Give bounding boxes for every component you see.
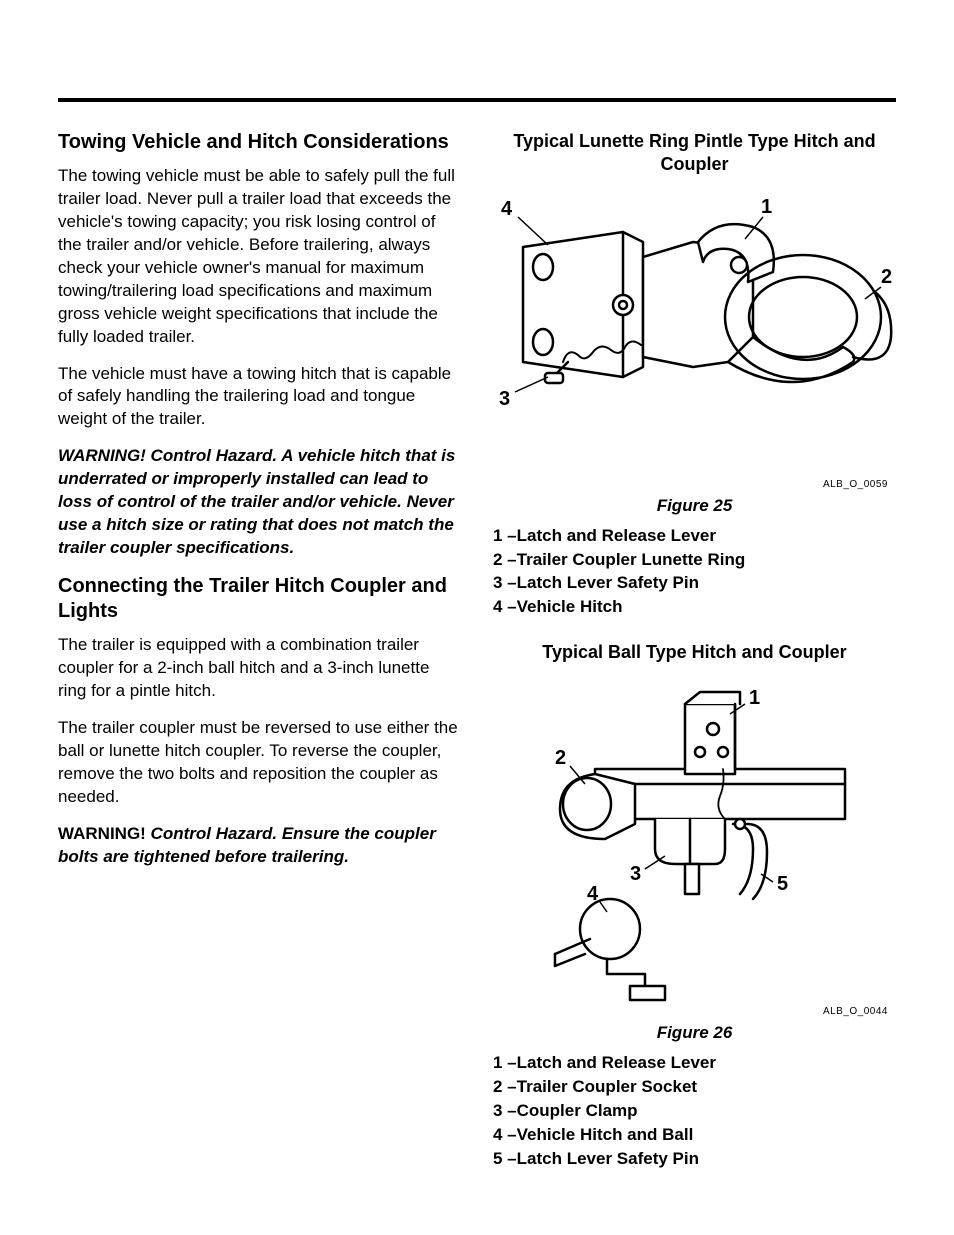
figure25-legend-2: 2 –Trailer Coupler Lunette Ring [493,548,896,572]
figure26-code: ALB_O_0044 [493,1006,888,1017]
warning-coupler: WARNING! Control Hazard. Ensure the coup… [58,823,461,869]
figure25-title: Typical Lunette Ring Pintle Type Hitch a… [493,130,896,177]
figure26-callout-3: 3 [630,863,641,885]
figure25-callout-4: 4 [501,198,513,220]
figure26-title: Typical Ball Type Hitch and Coupler [493,641,896,664]
top-rule [58,98,896,102]
warning-prefix: WARNING! [58,824,146,843]
figure26-legend-2: 2 –Trailer Coupler Socket [493,1075,896,1099]
para-connect-1: The trailer is equipped with a combinati… [58,634,461,703]
figure25-legend: 1 –Latch and Release Lever 2 –Trailer Co… [493,524,896,619]
figure26-callout-4: 4 [587,883,599,905]
figure26-callout-2: 2 [555,747,566,769]
figure26-legend-1: 1 –Latch and Release Lever [493,1051,896,1075]
figure25-callout-1: 1 [761,196,772,218]
para-connect-2: The trailer coupler must be reversed to … [58,717,461,809]
para-towing-2: The vehicle must have a towing hitch tha… [58,363,461,432]
figure26-legend-3: 3 –Coupler Clamp [493,1099,896,1123]
figure25-callout-3: 3 [499,388,510,410]
para-towing-1: The towing vehicle must be able to safel… [58,165,461,349]
heading-connecting: Connecting the Trailer Hitch Coupler and… [58,574,461,624]
figure25-legend-3: 3 –Latch Lever Safety Pin [493,571,896,595]
page: Towing Vehicle and Hitch Considerations … [0,0,954,1235]
figure26-legend: 1 –Latch and Release Lever 2 –Trailer Co… [493,1051,896,1170]
figure26-callout-5: 5 [777,873,788,895]
figure25-caption: Figure 25 [493,496,896,516]
warning-hitch: WARNING! Control Hazard. A vehicle hitch… [58,445,461,560]
figure25-code: ALB_O_0059 [493,479,888,490]
figure26-legend-4: 4 –Vehicle Hitch and Ball [493,1123,896,1147]
figure26-legend-5: 5 –Latch Lever Safety Pin [493,1147,896,1171]
figure25-legend-4: 4 –Vehicle Hitch [493,595,896,619]
figure26-caption: Figure 26 [493,1023,896,1043]
figure26-callout-1: 1 [749,687,760,709]
left-column: Towing Vehicle and Hitch Considerations … [58,130,461,1192]
two-column-layout: Towing Vehicle and Hitch Considerations … [58,130,896,1192]
figure25-legend-1: 1 –Latch and Release Lever [493,524,896,548]
figure25-diagram: 4 1 2 3 [493,187,893,477]
heading-towing: Towing Vehicle and Hitch Considerations [58,130,461,155]
figure26-diagram: 1 2 3 4 5 [515,674,875,1004]
figure25-callout-2: 2 [881,266,892,288]
right-column: Typical Lunette Ring Pintle Type Hitch a… [493,130,896,1192]
